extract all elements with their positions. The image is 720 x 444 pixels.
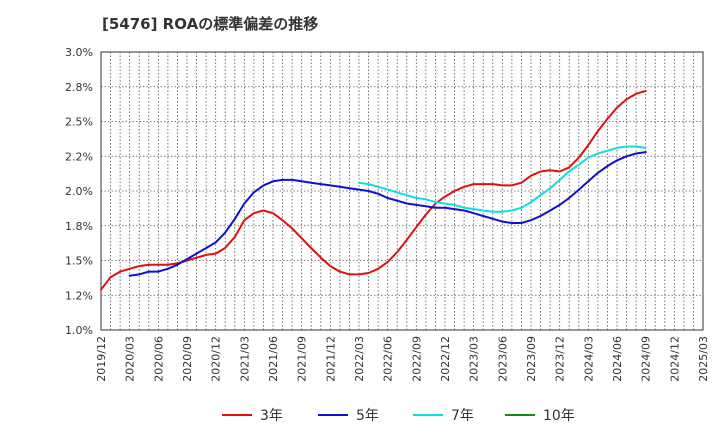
- x-tick-label: 2020/12: [210, 336, 223, 382]
- x-tick-label: 2023/03: [468, 336, 481, 382]
- x-tick-label: 2024/06: [611, 336, 624, 382]
- x-tick-label: 2020/03: [124, 336, 137, 382]
- chart-title: [5476] ROAの標準偏差の推移: [102, 15, 319, 33]
- plot-border: [100, 51, 704, 331]
- x-tick-label: 2024/12: [668, 336, 681, 382]
- x-tick-label: 2021/06: [267, 336, 280, 382]
- y-tick-label: 2.2%: [65, 150, 93, 163]
- y-tick-label: 1.0%: [65, 324, 93, 337]
- x-tick-label: 2019/12: [95, 336, 108, 382]
- series-line-7年: [358, 145, 647, 213]
- x-tick-label: 2024/09: [640, 336, 653, 382]
- x-tick-label: 2022/12: [439, 336, 452, 382]
- x-tick-label: 2022/06: [382, 336, 395, 382]
- x-tick-label: 2021/12: [324, 336, 337, 382]
- series-line-5年: [128, 151, 647, 277]
- y-tick-label: 2.8%: [65, 81, 93, 94]
- x-tick-label: 2025/03: [697, 336, 710, 382]
- x-tick-label: 2023/06: [496, 336, 509, 382]
- y-tick-label: 3.0%: [65, 46, 93, 59]
- y-tick-label: 2.0%: [65, 185, 93, 198]
- x-tick-label: 2021/03: [238, 336, 251, 382]
- y-tick-label: 1.5%: [65, 255, 93, 268]
- series-line-3年: [100, 89, 647, 291]
- x-tick-label: 2024/03: [582, 336, 595, 382]
- x-tick-label: 2022/03: [353, 336, 366, 382]
- y-tick-label: 2.5%: [65, 116, 93, 129]
- legend-label-3年: 3年: [260, 408, 283, 424]
- x-tick-label: 2023/09: [525, 336, 538, 382]
- x-tick-label: 2020/06: [152, 336, 165, 382]
- y-tick-label: 1.2%: [65, 289, 93, 302]
- y-tick-label: 1.8%: [65, 220, 93, 233]
- x-tick-label: 2020/09: [181, 336, 194, 382]
- legend-label-10年: 10年: [543, 408, 575, 424]
- legend-label-7年: 7年: [451, 408, 474, 424]
- legend-label-5年: 5年: [356, 408, 379, 424]
- x-tick-label: 2021/09: [296, 336, 309, 382]
- x-tick-label: 2022/09: [410, 336, 423, 382]
- x-tick-label: 2023/12: [554, 336, 567, 382]
